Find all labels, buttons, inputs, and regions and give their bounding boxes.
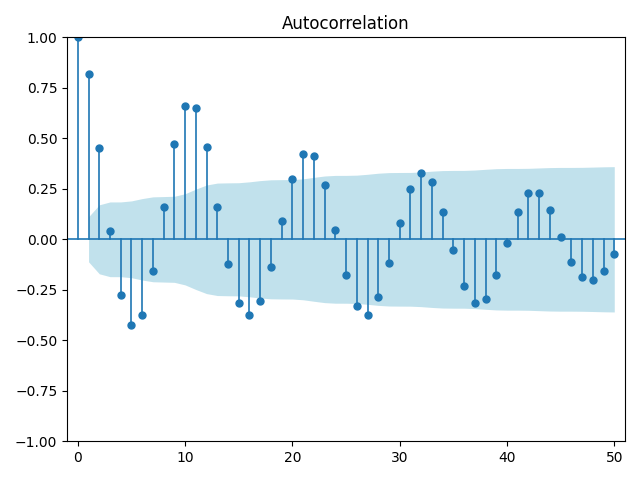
Title: Autocorrelation: Autocorrelation (282, 15, 410, 33)
